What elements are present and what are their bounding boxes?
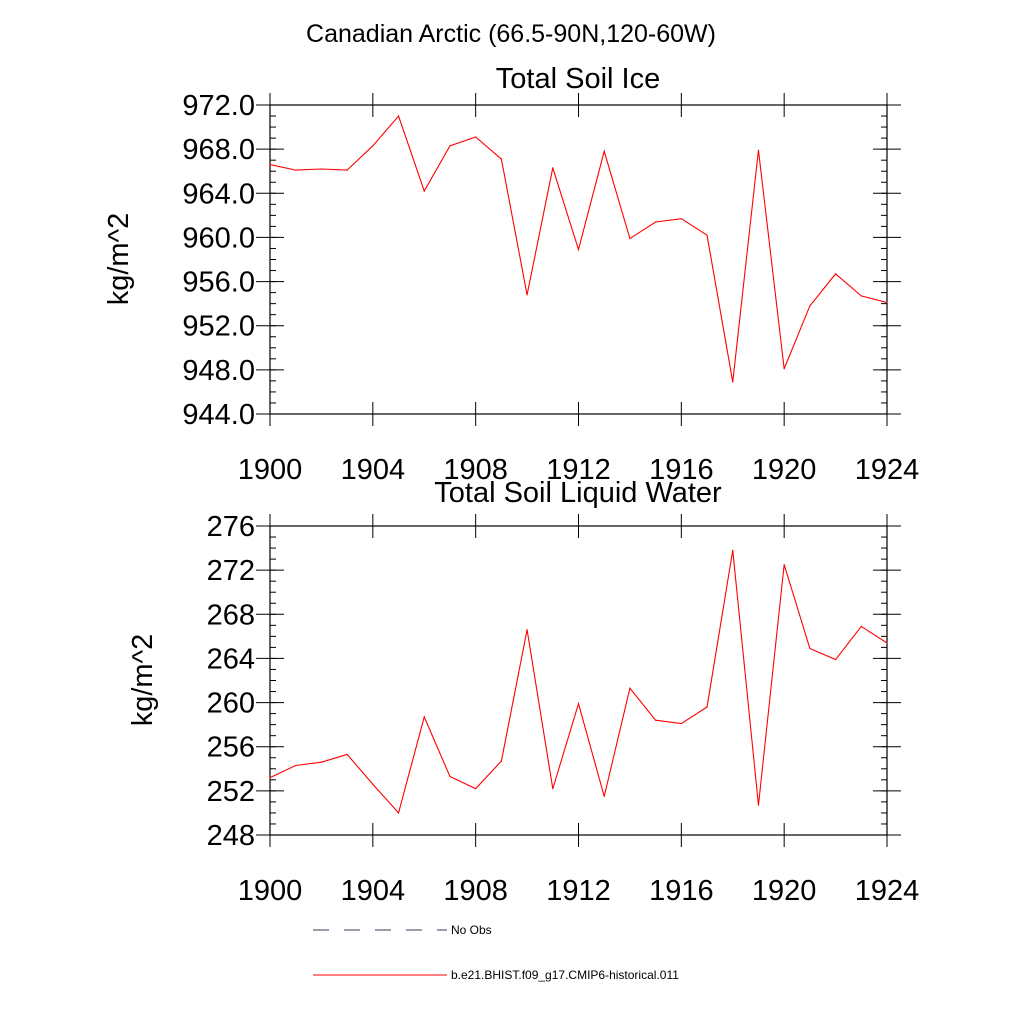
x-tick-label: 1904 xyxy=(341,875,406,907)
plot-frame xyxy=(269,104,888,415)
data-point xyxy=(783,564,785,566)
series-line-model xyxy=(269,550,888,815)
data-point xyxy=(552,167,554,169)
data-point xyxy=(526,294,528,296)
y-axis-label: kg/m^2 xyxy=(103,213,135,306)
legend-label-no-obs: No Obs xyxy=(451,923,492,937)
y-tick-label: 956.0 xyxy=(182,267,255,299)
x-tick-label: 1916 xyxy=(649,875,714,907)
data-point xyxy=(577,703,580,705)
data-point xyxy=(783,368,785,370)
x-tick-label: 1908 xyxy=(443,875,508,907)
data-point xyxy=(706,234,708,236)
data-point xyxy=(500,760,502,762)
y-tick-label: 272 xyxy=(207,555,255,587)
data-point xyxy=(449,145,451,147)
data-point xyxy=(346,753,348,756)
x-tick-label: 1916 xyxy=(649,454,714,486)
data-point xyxy=(423,716,425,718)
data-point xyxy=(372,783,374,785)
data-point xyxy=(680,218,682,220)
data-point xyxy=(834,273,837,275)
data-point xyxy=(809,305,811,307)
data-point xyxy=(346,169,348,171)
y-tick-label: 276 xyxy=(207,511,255,543)
data-point xyxy=(706,706,708,708)
data-point xyxy=(269,163,271,166)
data-point xyxy=(809,647,811,650)
data-point xyxy=(732,381,734,383)
y-tick-label: 948.0 xyxy=(182,355,255,387)
data-point xyxy=(320,761,323,763)
data-point xyxy=(526,629,528,631)
y-tick-label: 972.0 xyxy=(182,90,255,122)
data-point xyxy=(732,549,734,551)
data-point xyxy=(757,804,760,806)
y-tick-label: 944.0 xyxy=(182,399,255,431)
data-point xyxy=(449,775,451,778)
data-point xyxy=(295,764,297,767)
data-point xyxy=(603,795,605,797)
data-point xyxy=(860,295,862,297)
y-tick-label: 256 xyxy=(207,732,255,764)
y-tick-label: 252 xyxy=(207,776,255,808)
y-tick-label: 260 xyxy=(207,688,255,720)
data-point xyxy=(603,150,605,152)
panel-soil-liquid-water: Total Soil Liquid Water kg/m^2 1900 1904 1… xyxy=(127,477,919,907)
x-tick-label: 1904 xyxy=(341,454,406,486)
data-point xyxy=(655,221,657,223)
data-point xyxy=(320,168,323,170)
data-point xyxy=(397,812,400,814)
data-point xyxy=(295,169,297,171)
y-tick-label: 964.0 xyxy=(182,178,255,210)
legend: No Obs b.e21.BHIST.f09_g17.CMIP6-histori… xyxy=(313,923,679,982)
x-tick-label: 1920 xyxy=(752,454,817,486)
y-tick-label: 248 xyxy=(207,820,255,852)
data-point xyxy=(397,115,400,117)
data-point xyxy=(423,190,425,192)
data-point xyxy=(886,642,888,644)
data-point xyxy=(834,658,837,661)
panel-soil-ice: Total Soil Ice kg/m^2 1900 1904 1908 1912 19… xyxy=(103,63,919,486)
data-point xyxy=(655,719,657,721)
data-point xyxy=(860,625,862,628)
x-tick-label: 1920 xyxy=(752,875,817,907)
y-tick-label: 952.0 xyxy=(182,311,255,343)
x-tick-label: 1900 xyxy=(238,875,303,907)
data-point xyxy=(757,149,760,151)
data-point xyxy=(269,777,271,779)
y-tick-label: 268 xyxy=(207,599,255,631)
data-point xyxy=(629,237,631,240)
data-point xyxy=(500,158,502,160)
x-tick-label: 1912 xyxy=(546,454,611,486)
y-tick-label: 960.0 xyxy=(182,222,255,254)
data-point xyxy=(475,788,477,790)
data-point xyxy=(475,136,477,138)
data-point xyxy=(577,248,580,251)
x-tick-label: 1924 xyxy=(855,875,920,907)
data-point xyxy=(372,145,374,147)
panel-title: Total Soil Liquid Water xyxy=(434,477,722,509)
x-tick-label: 1924 xyxy=(855,454,920,486)
x-tick-label: 1900 xyxy=(238,454,303,486)
legend-label-model: b.e21.BHIST.f09_g17.CMIP6-historical.011 xyxy=(451,968,679,982)
data-point xyxy=(886,301,888,304)
data-point xyxy=(680,722,682,725)
panel-title: Total Soil Ice xyxy=(496,63,660,95)
plot-frame xyxy=(269,525,888,836)
data-point xyxy=(552,788,554,790)
y-tick-label: 264 xyxy=(207,643,255,675)
main-title: Canadian Arctic (66.5-90N,120-60W) xyxy=(306,20,716,48)
data-point xyxy=(629,687,631,689)
x-tick-label: 1908 xyxy=(443,454,508,486)
x-tick-label: 1912 xyxy=(546,875,611,907)
y-axis-label: kg/m^2 xyxy=(127,634,159,727)
y-tick-label: 968.0 xyxy=(182,134,255,166)
